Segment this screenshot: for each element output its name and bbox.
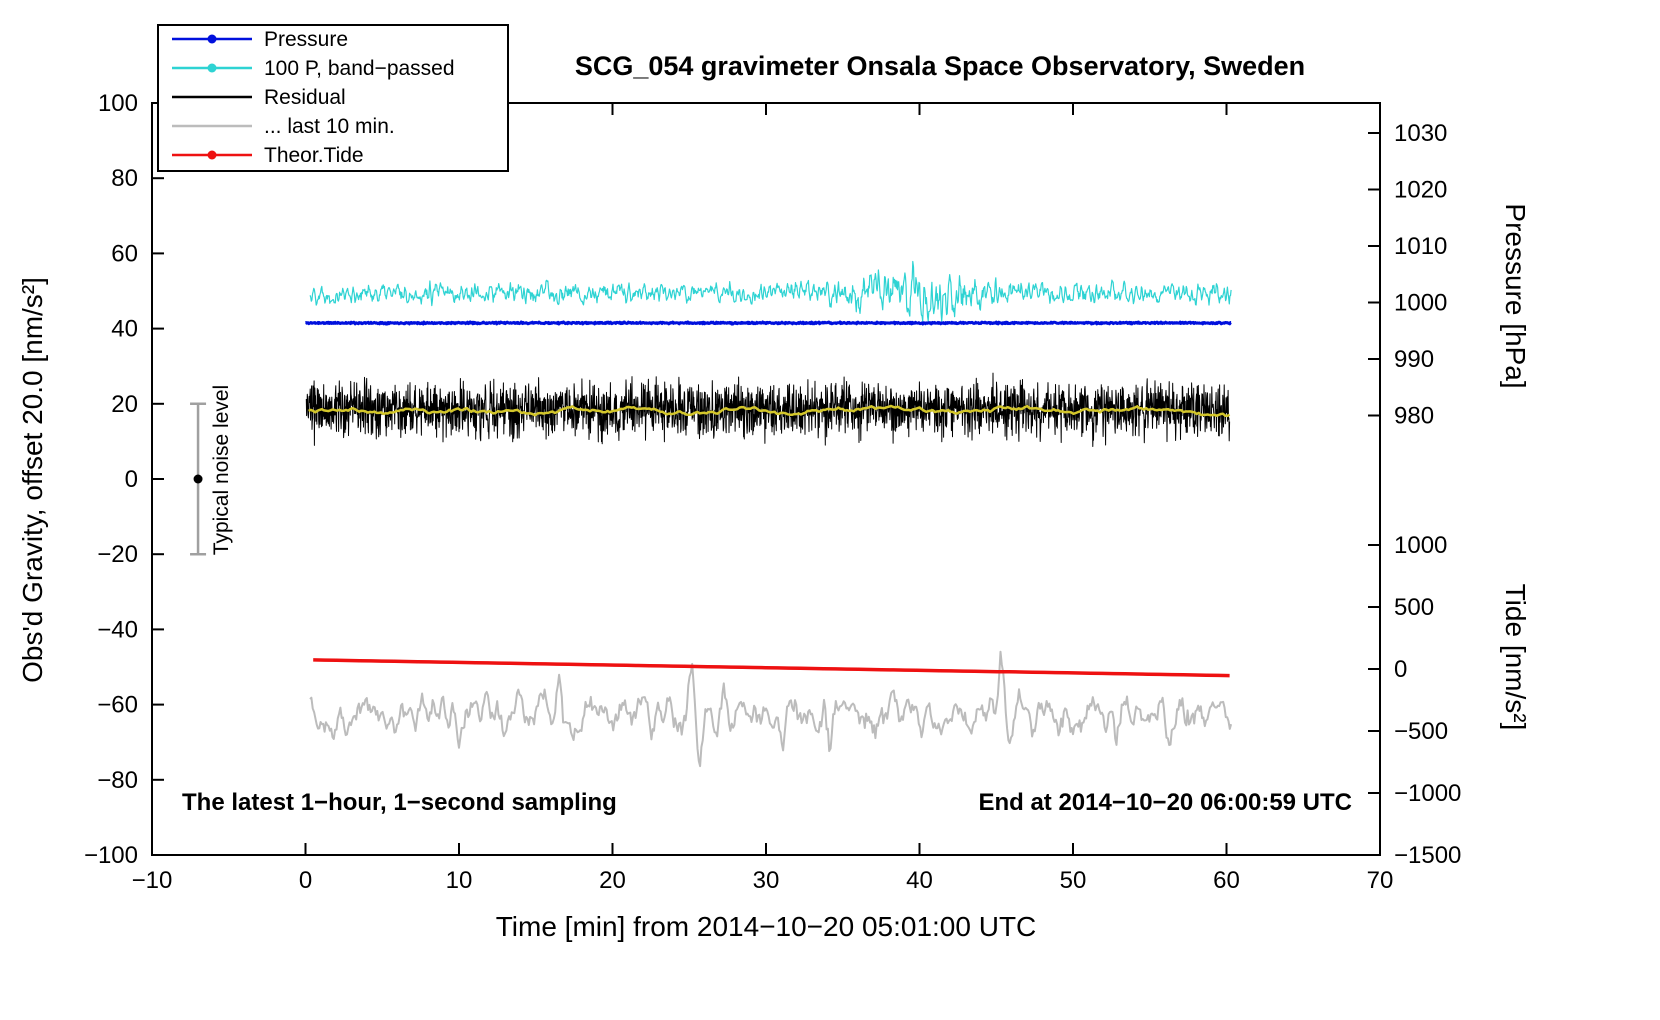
axis-tick-label: 1010 [1394, 233, 1447, 260]
plot-frame [151, 102, 1381, 856]
axis-tick-label: 980 [1394, 403, 1434, 430]
axis-tick-label: 0 [299, 867, 312, 894]
axis-tick-label: 60 [1213, 867, 1240, 894]
legend-item-last10min: ... last 10 min. [172, 115, 395, 138]
axis-tick-label: 1000 [1394, 290, 1447, 317]
axis-tick-label: 60 [111, 240, 138, 267]
axis-tick-label: 1000 [1394, 532, 1447, 559]
axis-tick-label: 20 [599, 867, 626, 894]
tide-axis-label: Tide [nm/s²] [1500, 584, 1531, 731]
axis-tick-label: 0 [1394, 656, 1407, 683]
legend-item-residual: Residual [172, 86, 346, 109]
axis-tick-label: 40 [906, 867, 933, 894]
chart-title: SCG_054 gravimeter Onsala Space Observat… [575, 51, 1305, 81]
legend: Pressure 100 P, band−passed Residual ...… [157, 24, 509, 172]
axis-tick-label: −1000 [1394, 780, 1461, 807]
axis-tick-label: 40 [111, 316, 138, 343]
legend-item-pressure: Pressure [172, 28, 348, 51]
legend-label-bandpassed: 100 P, band−passed [264, 57, 455, 80]
residual-smoothed-line [308, 404, 1231, 418]
time-axis-label: Time [min] from 2014−10−20 05:01:00 UTC [496, 911, 1037, 942]
pressure-line [304, 320, 1232, 326]
noise-level-indicator [190, 402, 207, 556]
legend-marker-theor-tide [207, 150, 217, 160]
axis-tick-label: 100 [98, 90, 138, 117]
theoretical-tide-line [313, 658, 1230, 678]
legend-label-residual: Residual [264, 86, 346, 109]
sampling-note: The latest 1−hour, 1−second sampling [182, 789, 617, 816]
axis-tick-label: 80 [111, 165, 138, 192]
legend-label-last10min: ... last 10 min. [264, 115, 395, 138]
axis-tick-label: −10 [132, 867, 173, 894]
legend-marker-pressure [207, 34, 217, 44]
axis-tick-label: 990 [1394, 346, 1434, 373]
axis-tick-label: 30 [753, 867, 780, 894]
bandpassed-pressure-line [309, 260, 1232, 322]
axis-tick-label: 50 [1060, 867, 1087, 894]
chart-series [304, 260, 1233, 768]
axis-tick-label: −40 [97, 616, 138, 643]
axis-tick-label: 0 [125, 466, 138, 493]
axis-tick-label: −80 [97, 767, 138, 794]
noise-level-label: Typical noise level [210, 385, 233, 555]
legend-item-theor-tide: Theor.Tide [172, 144, 364, 167]
end-time-note: End at 2014−10−20 06:00:59 UTC [978, 789, 1352, 816]
noise-error-bar-dot [193, 474, 203, 484]
legend-marker-bandpassed [207, 63, 217, 73]
gravity-axis-label: Obs'd Gravity, offset 20.0 [nm/s²] [17, 277, 48, 683]
axis-tick-label: 500 [1394, 594, 1434, 621]
axis-tick-label: −60 [97, 692, 138, 719]
legend-label-pressure: Pressure [264, 28, 348, 51]
axis-tick-label: 1030 [1394, 120, 1447, 147]
axis-tick-label: 10 [446, 867, 473, 894]
pressure-axis-label: Pressure [hPa] [1500, 203, 1531, 388]
axis-tick-label: −500 [1394, 718, 1448, 745]
axis-tick-label: −100 [84, 842, 138, 869]
axis-tick-label: −1500 [1394, 842, 1461, 869]
axis-tick-label: −20 [97, 541, 138, 568]
residual-last10min-line [309, 650, 1233, 768]
axis-tick-label: 1020 [1394, 177, 1447, 204]
legend-item-bandpassed: 100 P, band−passed [172, 57, 455, 80]
axis-tick-label: 70 [1367, 867, 1394, 894]
legend-label-theor-tide: Theor.Tide [264, 144, 364, 167]
axis-tick-label: 20 [111, 391, 138, 418]
